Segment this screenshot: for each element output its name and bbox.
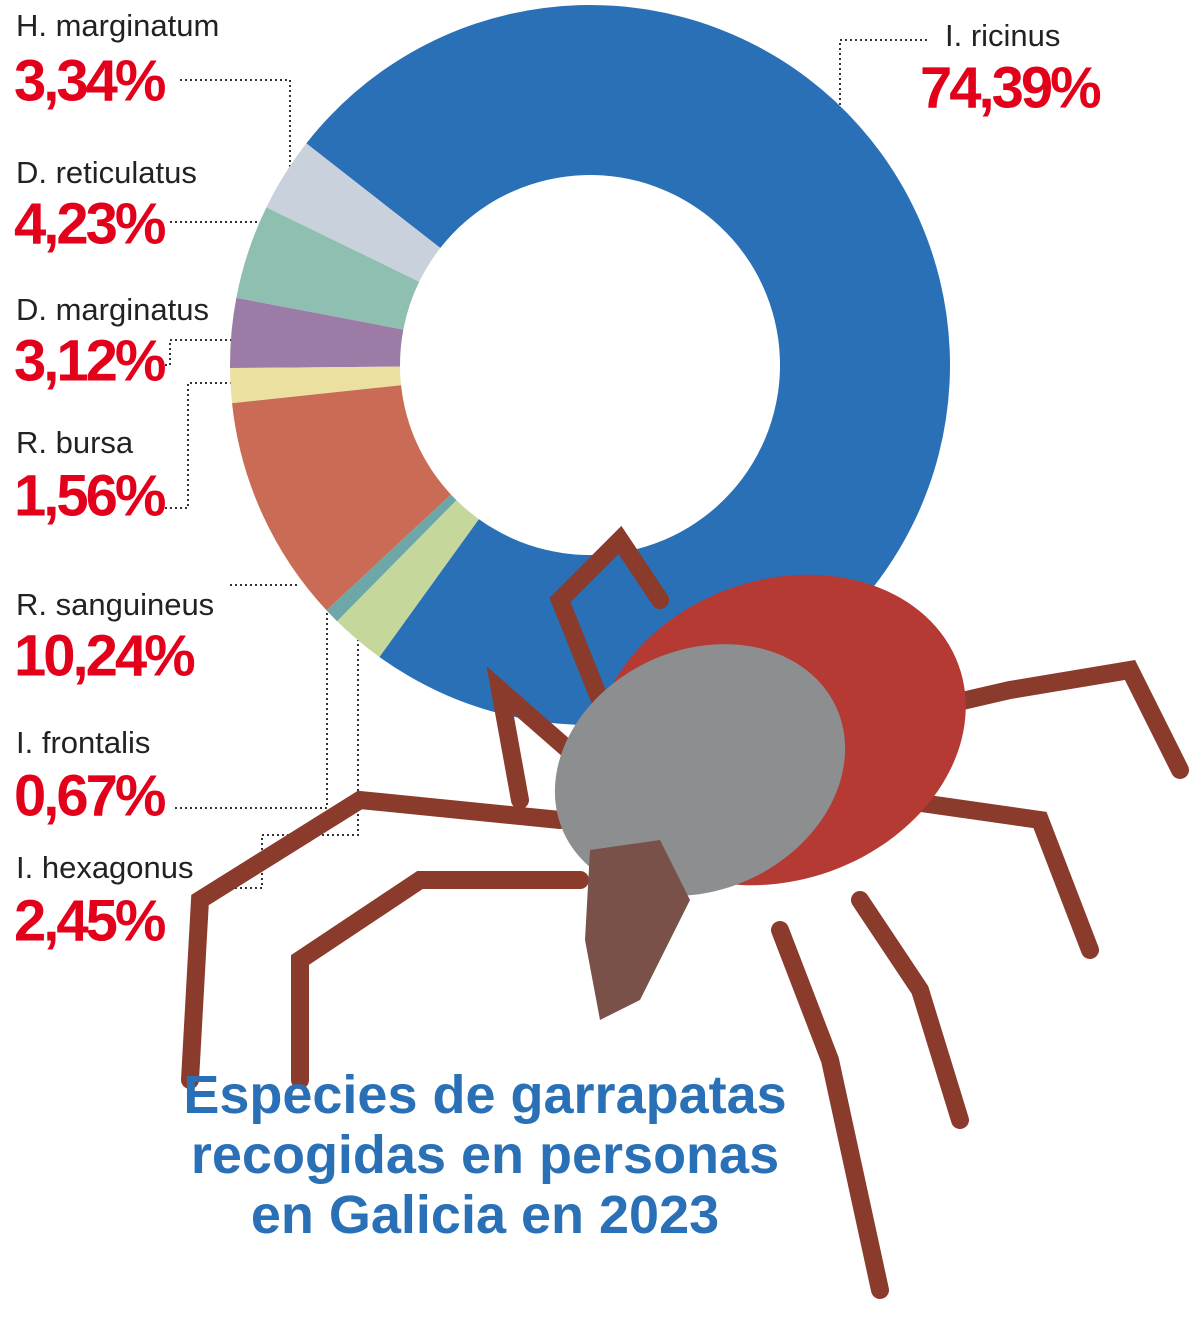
category-label: D. reticulatus: [16, 155, 197, 190]
slice: [306, 4, 950, 726]
slice: [326, 494, 457, 622]
value-label: 1,56%: [14, 463, 166, 528]
category-label: I. frontalis: [16, 725, 150, 760]
value-label: 4,23%: [14, 191, 166, 256]
slice: [266, 143, 441, 282]
value-label: 2,45%: [14, 888, 166, 953]
slices: [230, 4, 950, 726]
category-label: D. marginatus: [16, 292, 209, 327]
slice: [230, 297, 404, 369]
leader-lines: [160, 39, 930, 889]
value-label: 3,34%: [14, 48, 166, 113]
tick-illustration: [181, 525, 1189, 1299]
slice: [232, 385, 451, 611]
category-label: R. bursa: [16, 425, 134, 460]
category-label: I. ricinus: [945, 18, 1060, 53]
category-label: I. hexagonus: [16, 850, 194, 885]
category-label: R. sanguineus: [16, 587, 214, 622]
value-label: 10,24%: [14, 623, 195, 688]
slice: [236, 207, 420, 330]
value-label: 74,39%: [920, 55, 1101, 120]
slice: [337, 500, 479, 657]
value-label: 0,67%: [14, 763, 166, 828]
value-label: 3,12%: [14, 328, 166, 393]
slice: [230, 366, 402, 404]
chart-title: Especies de garrapatas recogidas en pers…: [183, 1065, 787, 1245]
category-label: H. marginatum: [16, 8, 219, 43]
